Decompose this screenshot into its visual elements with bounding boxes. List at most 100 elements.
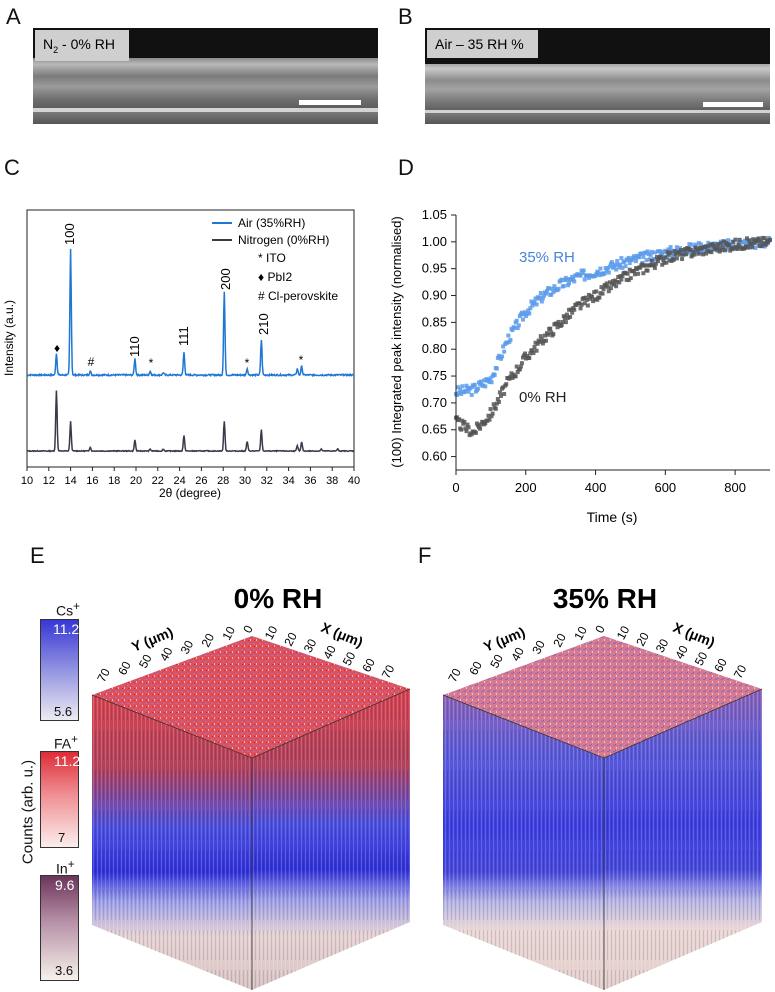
point-35rh bbox=[689, 242, 694, 247]
point-0rh bbox=[546, 332, 551, 337]
point-0rh bbox=[719, 248, 724, 253]
xrd-x-label: 2θ (degree) bbox=[159, 486, 221, 500]
point-35rh bbox=[569, 278, 574, 283]
point-0rh bbox=[696, 251, 701, 256]
point-0rh bbox=[594, 289, 599, 294]
xrd-x-tick-label: 20 bbox=[130, 475, 142, 487]
point-0rh bbox=[605, 284, 610, 289]
point-35rh bbox=[687, 242, 692, 247]
point-35rh bbox=[731, 242, 736, 247]
xrd-x-tick-label: 36 bbox=[304, 475, 316, 487]
point-35rh bbox=[523, 310, 528, 315]
point-0rh bbox=[600, 291, 605, 296]
point-35rh bbox=[753, 245, 758, 250]
point-35rh bbox=[524, 314, 529, 319]
point-0rh bbox=[704, 251, 709, 256]
point-0rh bbox=[577, 301, 582, 306]
point-35rh bbox=[468, 385, 473, 390]
point-35rh bbox=[596, 270, 601, 275]
point-35rh bbox=[637, 255, 642, 260]
y-axis-tick: 70 bbox=[94, 666, 113, 685]
cube-title-0rh: 0% RH bbox=[234, 583, 323, 614]
point-0rh bbox=[732, 245, 737, 250]
point-0rh bbox=[540, 341, 545, 346]
point-0rh bbox=[635, 267, 640, 272]
legend-cl-perovskite: # Cl-perovskite bbox=[258, 289, 338, 303]
xrd-x-tick-label: 14 bbox=[64, 475, 76, 487]
point-0rh bbox=[677, 252, 682, 257]
point-35rh bbox=[651, 257, 656, 262]
point-0rh bbox=[519, 361, 524, 366]
y-axis-tick: 10 bbox=[571, 624, 590, 643]
point-0rh bbox=[530, 348, 535, 353]
xrd-x-tick-label: 28 bbox=[217, 475, 229, 487]
point-0rh bbox=[549, 330, 554, 335]
point-35rh bbox=[544, 291, 549, 296]
point-0rh bbox=[485, 418, 490, 423]
point-35rh bbox=[508, 337, 513, 342]
point-0rh bbox=[533, 340, 538, 345]
point-0rh bbox=[499, 393, 504, 398]
point-0rh bbox=[587, 296, 592, 301]
point-35rh bbox=[674, 245, 679, 250]
point-35rh bbox=[489, 380, 494, 385]
xrd-x-tick-label: 40 bbox=[348, 475, 360, 487]
point-0rh bbox=[716, 245, 721, 250]
point-35rh bbox=[499, 356, 504, 361]
y-axis-tick: 0 bbox=[240, 623, 256, 636]
point-0rh bbox=[559, 323, 564, 328]
cube-0rh bbox=[91, 636, 411, 990]
point-0rh bbox=[665, 250, 670, 255]
point-35rh bbox=[607, 264, 612, 269]
panel-label-c: C bbox=[4, 155, 20, 180]
xrd-frame bbox=[26, 209, 355, 468]
colorbar-fa-name: FA+ bbox=[54, 733, 78, 752]
marker-ito-3: * bbox=[299, 353, 304, 367]
point-35rh bbox=[615, 259, 620, 264]
point-0rh bbox=[750, 245, 755, 250]
point-35rh bbox=[472, 382, 477, 387]
point-35rh bbox=[532, 300, 537, 305]
point-35rh bbox=[552, 284, 557, 289]
point-35rh bbox=[706, 240, 711, 245]
point-0rh bbox=[614, 284, 619, 289]
point-35rh bbox=[561, 284, 566, 289]
point-0rh bbox=[495, 397, 500, 402]
point-0rh bbox=[520, 355, 525, 360]
point-0rh bbox=[514, 364, 519, 369]
point-35rh bbox=[475, 386, 480, 391]
y-axis-tick: 20 bbox=[550, 631, 569, 650]
point-0rh bbox=[565, 315, 570, 320]
kin-x-label: Time (s) bbox=[587, 509, 638, 525]
panel-label-e: E bbox=[30, 543, 45, 568]
point-0rh bbox=[488, 407, 493, 412]
point-0rh bbox=[636, 271, 641, 276]
series-nitrogen-line bbox=[26, 390, 355, 453]
panel-label-a: A bbox=[6, 4, 21, 29]
point-35rh bbox=[528, 306, 533, 311]
point-35rh bbox=[605, 266, 610, 271]
point-0rh bbox=[579, 302, 584, 307]
point-0rh bbox=[609, 281, 614, 286]
point-35rh bbox=[597, 273, 602, 278]
point-0rh bbox=[479, 422, 484, 427]
y-axis-tick: 50 bbox=[136, 652, 155, 671]
point-35rh bbox=[658, 249, 663, 254]
y-axis-tick: 40 bbox=[508, 645, 527, 664]
point-35rh bbox=[629, 258, 634, 263]
point-0rh bbox=[487, 417, 492, 422]
x-axis-tick: 30 bbox=[653, 636, 672, 655]
y-axis-tick: 10 bbox=[219, 624, 238, 643]
point-35rh bbox=[547, 286, 552, 291]
point-35rh bbox=[464, 383, 469, 388]
point-0rh bbox=[640, 262, 645, 267]
point-35rh bbox=[623, 264, 628, 269]
y-axis-tick: 40 bbox=[157, 645, 176, 664]
kin-y-tick-label: 0.80 bbox=[422, 341, 447, 356]
point-35rh bbox=[691, 247, 696, 252]
point-35rh bbox=[618, 262, 623, 267]
point-35rh bbox=[549, 292, 554, 297]
point-0rh bbox=[486, 413, 491, 418]
point-0rh bbox=[654, 255, 659, 260]
point-0rh bbox=[572, 307, 577, 312]
